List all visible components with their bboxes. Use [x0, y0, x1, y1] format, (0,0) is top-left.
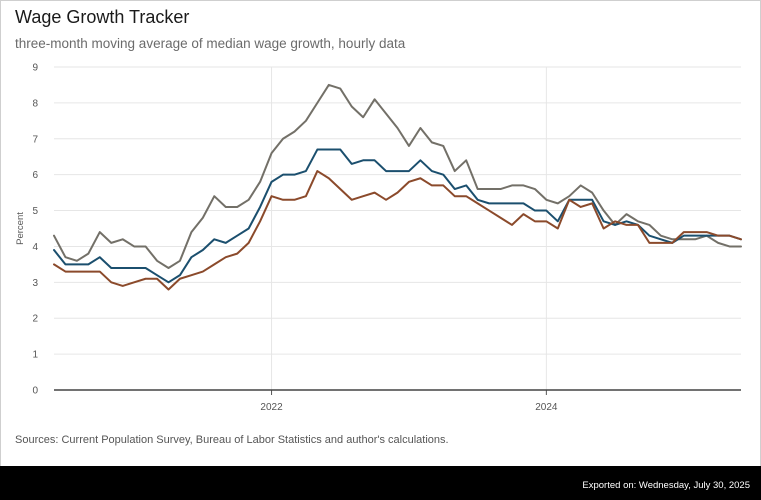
y-tick-label: 3 [32, 278, 38, 289]
y-tick-label: 8 [32, 98, 38, 109]
line-chart: 0 1 2 3 4 5 6 7 8 9 Percent 2022 2024 [15, 63, 742, 413]
series-line-3 [53, 170, 742, 291]
y-tick-label: 4 [32, 242, 38, 253]
chart-subtitle: three-month moving average of median wag… [15, 36, 406, 51]
x-tick-label: 2022 [260, 402, 283, 413]
y-tick-label: 5 [32, 206, 38, 217]
export-label: Exported on: Wednesday, July 30, 2025 [582, 480, 750, 491]
export-bar: Exported on: Wednesday, July 30, 2025 [0, 466, 761, 500]
source-note: Sources: Current Population Survey, Bure… [15, 434, 449, 446]
y-tick-label: 1 [32, 350, 38, 361]
y-tick-label: 0 [32, 386, 38, 397]
x-tick-label: 2024 [535, 402, 558, 413]
y-tick-label: 6 [32, 170, 38, 181]
series-line-2 [53, 148, 742, 284]
y-tick-label: 9 [32, 63, 38, 74]
y-axis-label: Percent [15, 212, 26, 245]
y-tick-label: 2 [32, 314, 38, 325]
series-line-1 [53, 83, 742, 269]
chart-title: Wage Growth Tracker [15, 7, 190, 27]
y-tick-label: 7 [32, 134, 38, 145]
